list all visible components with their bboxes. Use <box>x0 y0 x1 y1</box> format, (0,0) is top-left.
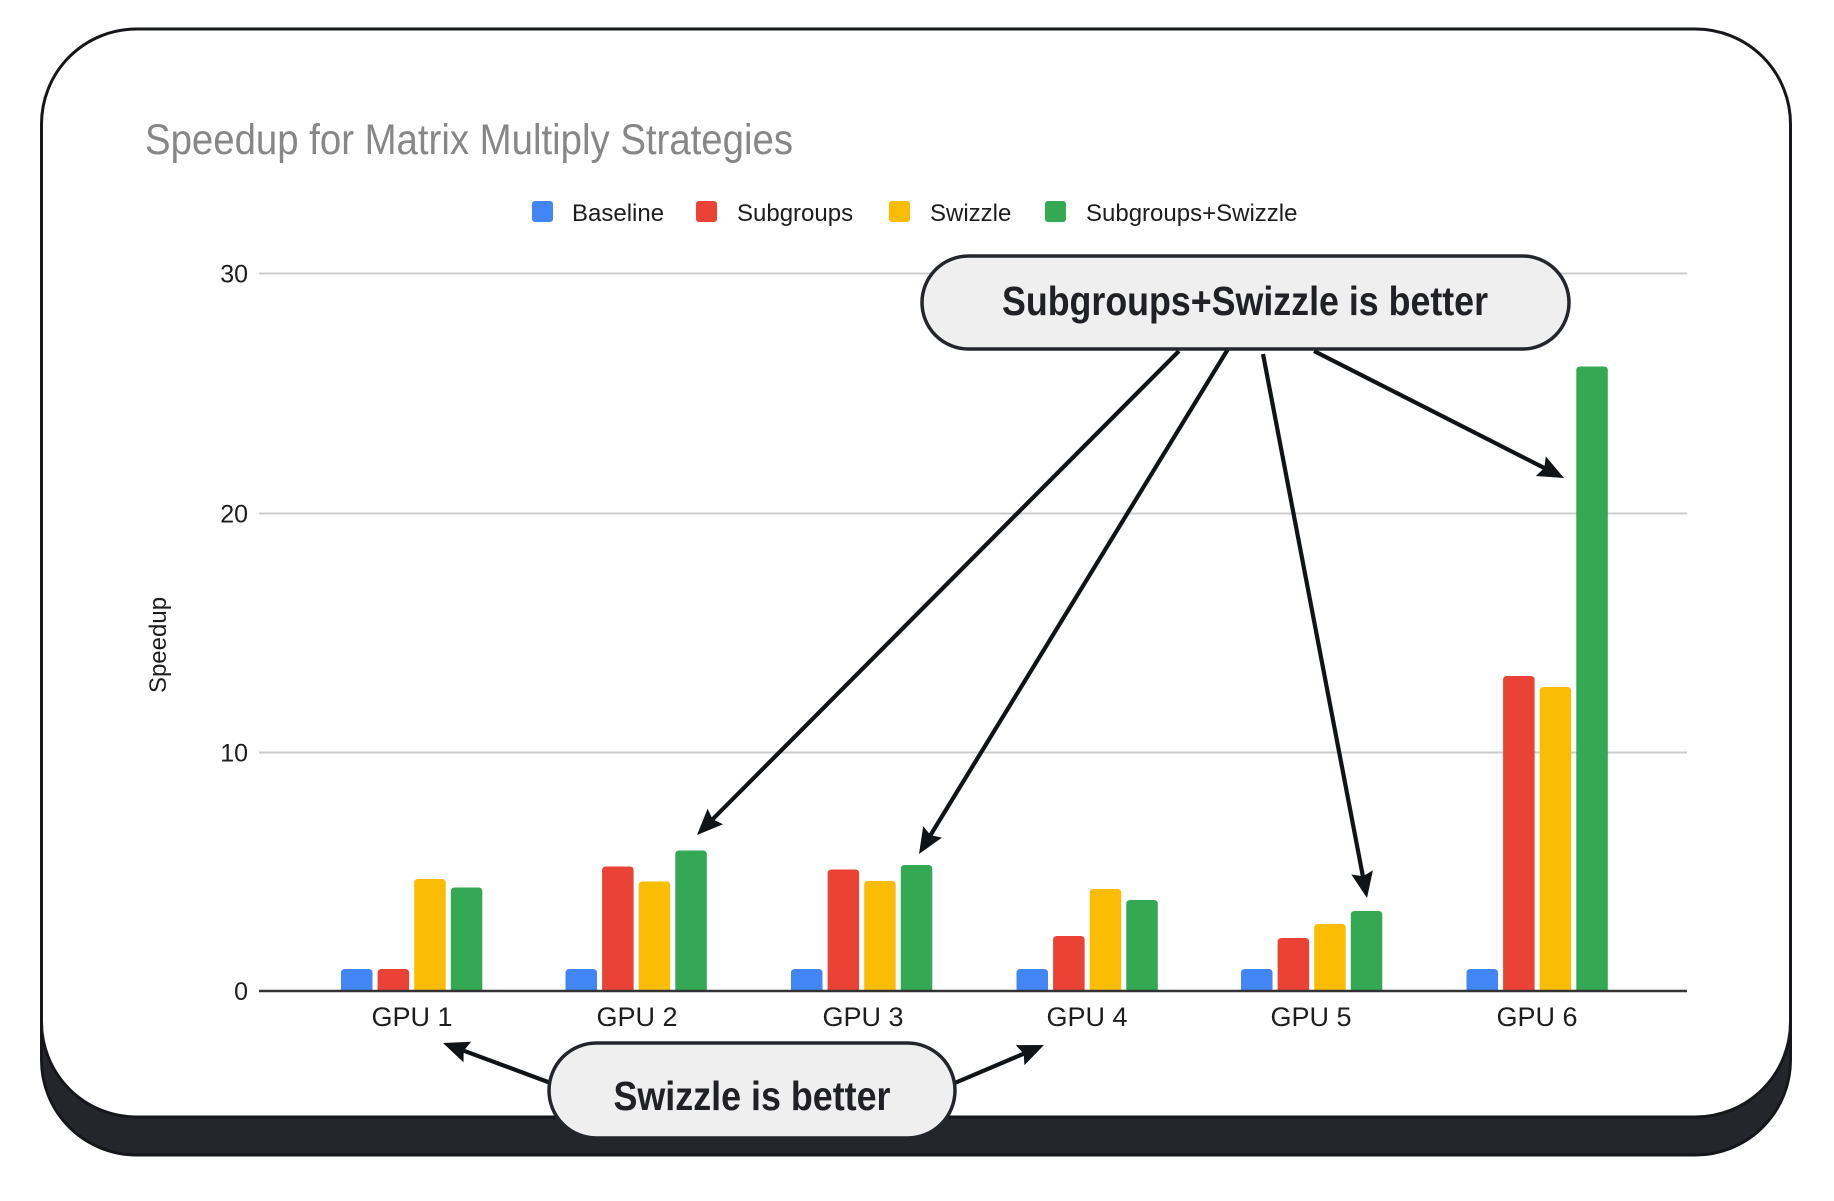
svg-text:10: 10 <box>220 740 248 768</box>
svg-text:GPU 4: GPU 4 <box>1046 1002 1127 1032</box>
svg-text:Subgroups+Swizzle is better: Subgroups+Swizzle is better <box>1002 278 1488 324</box>
svg-text:20: 20 <box>220 501 248 529</box>
svg-text:Speedup for Matrix Multiply St: Speedup for Matrix Multiply Strategies <box>145 116 793 164</box>
svg-text:GPU 6: GPU 6 <box>1496 1002 1577 1032</box>
svg-text:Subgroups+Swizzle: Subgroups+Swizzle <box>1086 200 1297 227</box>
svg-text:GPU 5: GPU 5 <box>1270 1002 1351 1032</box>
svg-text:GPU 1: GPU 1 <box>371 1002 452 1032</box>
svg-text:Speedup: Speedup <box>145 597 172 693</box>
svg-text:Subgroups: Subgroups <box>737 200 853 227</box>
svg-text:GPU 2: GPU 2 <box>596 1002 677 1032</box>
svg-text:0: 0 <box>234 978 248 1006</box>
svg-text:Swizzle: Swizzle <box>930 200 1011 227</box>
svg-text:Baseline: Baseline <box>572 200 664 227</box>
svg-text:30: 30 <box>220 261 248 289</box>
svg-text:GPU 3: GPU 3 <box>822 1002 903 1032</box>
svg-text:Swizzle is better: Swizzle is better <box>614 1073 891 1119</box>
